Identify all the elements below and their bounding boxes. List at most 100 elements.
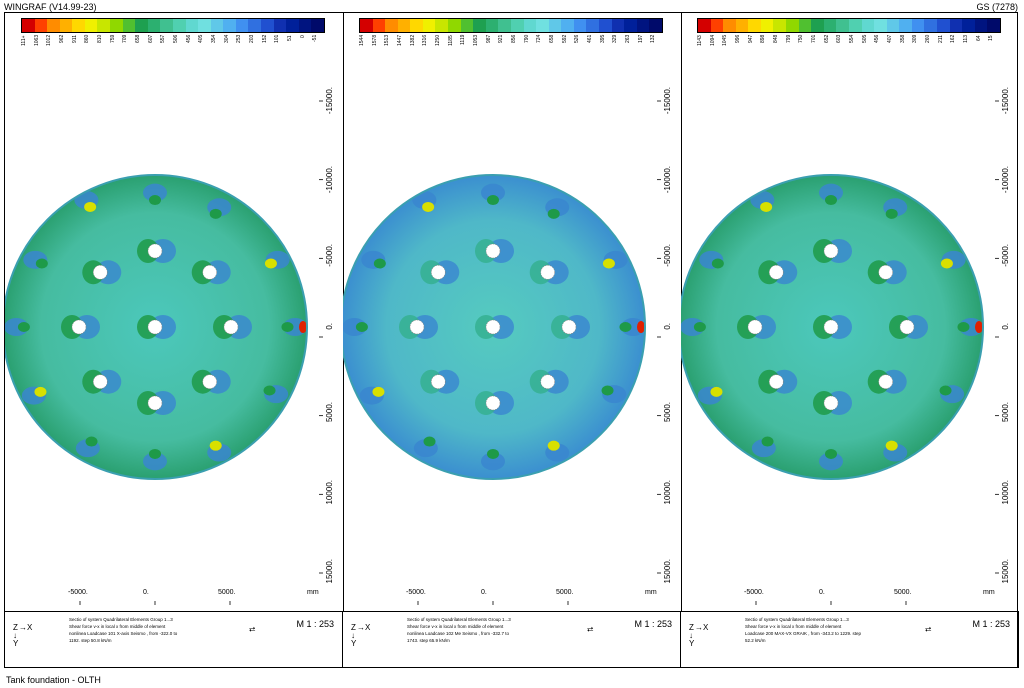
legend-swatch — [223, 19, 236, 32]
description-line: Loadcase 200 MAX-VX GRAIK , from -343.2 … — [745, 631, 862, 636]
contour-spot — [619, 322, 632, 332]
contour-plot — [681, 100, 999, 605]
contour-spot — [487, 195, 499, 206]
contour-spot — [825, 195, 837, 206]
contour-spot — [422, 201, 435, 212]
legend-swatch — [498, 19, 511, 32]
panel-3: 1143 1094 1045 996 947 898 848 799 750 701 652 603 5… — [681, 13, 1019, 669]
legend-swatch — [735, 19, 749, 32]
pile-hole — [147, 319, 163, 335]
contour-spot — [601, 385, 614, 396]
axes-icon: Z →X ↓ Y — [13, 623, 33, 648]
pile-hole — [485, 319, 501, 335]
contour-spot — [819, 183, 843, 202]
legend-swatch — [122, 19, 136, 32]
legend-swatch — [836, 19, 849, 32]
contour-spot — [825, 448, 837, 459]
legend-swatch — [786, 19, 799, 32]
panel-2: 1544 1578 1513 1447 1382 1316 1250 1185 1119 1053… — [343, 13, 681, 669]
contour-spot — [710, 386, 723, 397]
direction-arrow-icon: ⮂ — [249, 625, 256, 634]
direction-arrow-icon: ⮂ — [925, 625, 932, 634]
load-description: Sectio of system Quadrilateral Elements … — [407, 616, 597, 644]
y-tick-label: 15000. — [1001, 559, 1010, 584]
description-line: Sectio of system Quadrilateral Elements … — [69, 617, 173, 622]
y-tick-label: -5000. — [663, 244, 672, 268]
x-unit-label: mm — [983, 589, 995, 596]
legend-swatch — [397, 19, 411, 32]
contour-spot — [209, 440, 222, 451]
direction-arrow-icon: ⮂ — [587, 625, 594, 634]
y-tick-label: 0. — [663, 323, 672, 330]
legend-swatch — [273, 19, 287, 32]
contour-peak — [299, 321, 307, 333]
contour-plot — [5, 100, 323, 605]
y-tick-label: 0. — [1001, 323, 1010, 330]
legend-swatch — [698, 19, 711, 32]
legend-swatch — [949, 19, 963, 32]
legend-swatch — [911, 19, 925, 32]
x-tick-label: 0. — [481, 589, 487, 596]
y-tick-label: 15000. — [663, 559, 672, 584]
pile-hole — [878, 374, 894, 390]
pile-hole — [223, 319, 239, 335]
legend-swatch — [248, 19, 261, 32]
x-tick-label: -5000. — [406, 589, 426, 596]
contour-spot — [487, 448, 499, 459]
x-unit-label: mm — [307, 589, 319, 596]
pile-hole — [878, 264, 894, 280]
legend-swatch — [899, 19, 912, 32]
description-line: Shear force v-x in local x from middle o… — [407, 624, 504, 629]
description-line: Shear force v-x in local x from middle o… — [745, 624, 842, 629]
load-description: Sectio of system Quadrilateral Elements … — [745, 616, 935, 644]
legend-swatch — [286, 19, 299, 32]
legend-swatch — [97, 19, 111, 32]
x-tick-label: 5000. — [556, 589, 574, 596]
legend-swatch — [360, 19, 373, 32]
description-line: 52.2 kN/m — [745, 638, 766, 643]
pile-hole — [823, 243, 839, 259]
contour-spot — [263, 385, 276, 396]
pile-hole — [147, 395, 163, 411]
legend-swatch — [536, 19, 549, 32]
legend-swatch — [924, 19, 937, 32]
legend-swatch — [510, 19, 524, 32]
y-tick-label: -15000. — [663, 87, 672, 115]
contour-spot — [711, 258, 724, 269]
axes-icon: Z →X ↓ Y — [689, 623, 709, 648]
pile-hole — [485, 395, 501, 411]
y-tick-label: -5000. — [325, 244, 334, 268]
pile-hole — [430, 264, 446, 280]
info-box: Z →X ↓ Y Sectio of system Quadrilateral Elem… — [681, 612, 1019, 668]
y-tick-label: -5000. — [1001, 244, 1010, 268]
legend-swatch — [886, 19, 900, 32]
y-tick-label: 10000. — [325, 480, 334, 505]
legend-swatch — [760, 19, 774, 32]
x-tick-label: 0. — [819, 589, 825, 596]
contour-spot — [149, 448, 161, 459]
pile-hole — [561, 319, 577, 335]
legend-swatch — [962, 19, 975, 32]
x-tick-label: 5000. — [218, 589, 236, 596]
contour-spot — [143, 183, 167, 202]
legend-swatch — [723, 19, 736, 32]
contour-spot — [481, 183, 505, 202]
contour-spot — [85, 436, 98, 447]
y-tick-label: -15000. — [1001, 87, 1010, 115]
contour-spot — [939, 385, 952, 396]
description-line: 1743. step 65.9 kN/m — [407, 638, 450, 643]
pile-hole — [202, 374, 218, 390]
description-line: Sectio of system Quadrilateral Elements … — [407, 617, 511, 622]
legend-swatch — [773, 19, 787, 32]
color-legend-bar — [359, 18, 663, 33]
pile-hole — [92, 264, 108, 280]
pile-hole — [768, 264, 784, 280]
description-line: Shear force v-x in local x from middle o… — [69, 624, 166, 629]
pile-hole — [92, 374, 108, 390]
contour-plot — [343, 100, 661, 605]
panel-1: 111+ 1063 1012 962 911 860 810 759 709 658 607 557 5… — [5, 13, 343, 669]
contour-spot — [760, 201, 773, 212]
scale-label: M 1 : 253 — [634, 619, 672, 629]
pile-hole — [147, 243, 163, 259]
legend-swatch — [710, 19, 724, 32]
